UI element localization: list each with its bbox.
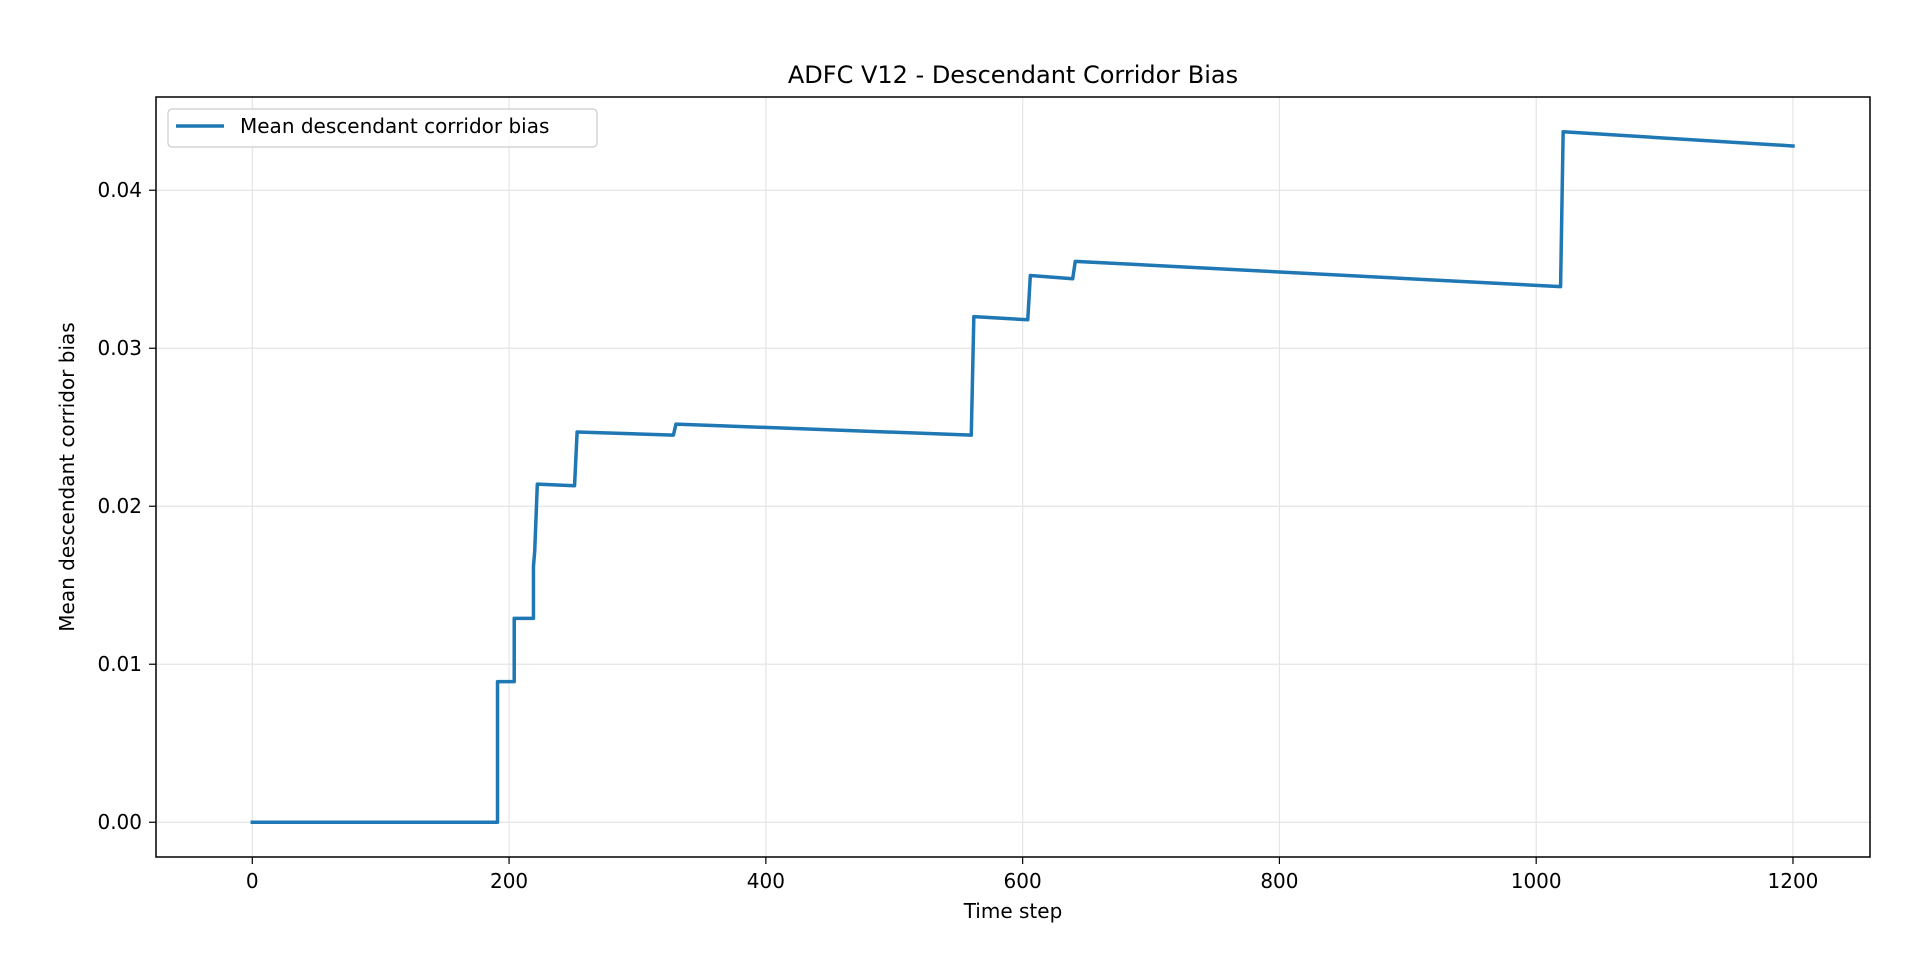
legend: Mean descendant corridor bias xyxy=(167,108,598,148)
series-layer xyxy=(250,130,1795,824)
y-axis-label: Mean descendant corridor bias xyxy=(55,322,79,631)
y-tick-label: 0.01 xyxy=(97,652,142,676)
x-tick-label: 800 xyxy=(1260,869,1298,893)
x-tick-label: 0 xyxy=(246,869,259,893)
grid xyxy=(156,97,1870,857)
plot-frame xyxy=(155,96,1871,858)
y-tick-label: 0.03 xyxy=(97,336,142,360)
y-tick-label: 0.04 xyxy=(97,178,142,202)
x-tick-label: 400 xyxy=(747,869,785,893)
ticks: 0 200 400 600 800 1000 1200 0.00 0.01 0.02 0.03 0.0… xyxy=(97,178,1818,893)
series-line-0 xyxy=(250,130,1795,824)
legend-label: Mean descendant corridor bias xyxy=(240,114,549,138)
legend-box xyxy=(167,108,598,148)
chart-title: ADFC V12 - Descendant Corridor Bias xyxy=(788,61,1238,89)
y-tick-label: 0.02 xyxy=(97,494,142,518)
x-axis-label: Time step xyxy=(963,899,1063,923)
x-tick-label: 200 xyxy=(490,869,528,893)
x-tick-label: 600 xyxy=(1004,869,1042,893)
y-tick-label: 0.00 xyxy=(97,810,142,834)
x-tick-label: 1000 xyxy=(1511,869,1562,893)
x-tick-label: 1200 xyxy=(1768,869,1819,893)
